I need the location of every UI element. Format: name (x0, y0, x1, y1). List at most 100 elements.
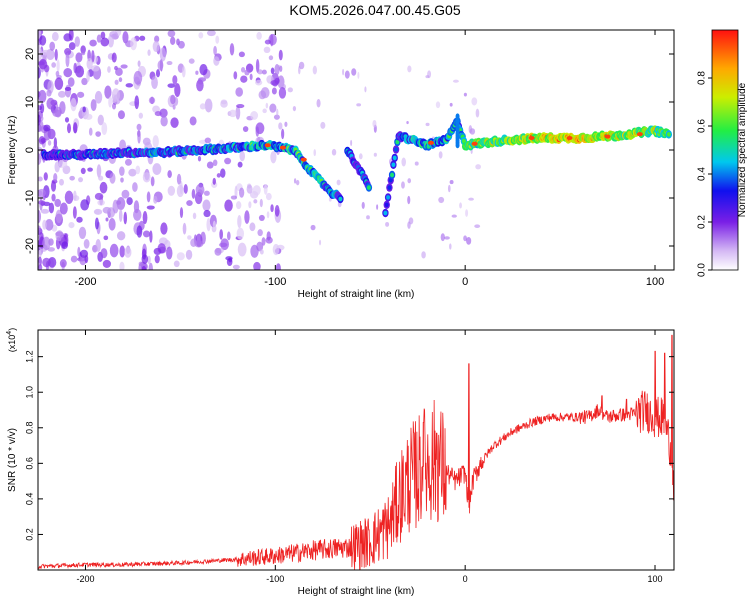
y-tick-label: 10 (24, 96, 36, 108)
noise-blob (95, 131, 101, 137)
y-tick-label: 0 (24, 147, 36, 153)
noise-blob (109, 243, 119, 258)
noise-blob (159, 108, 168, 118)
noise-blob (196, 79, 204, 92)
noise-blob (320, 121, 326, 129)
noise-blob (136, 225, 143, 238)
noise-blob (108, 96, 113, 108)
y-multiplier-exponent: 4 (6, 331, 13, 335)
noise-blob (38, 142, 41, 148)
ridge-core (666, 132, 671, 137)
noise-blob (81, 77, 88, 86)
noise-blob (42, 257, 51, 268)
noise-blob (249, 73, 253, 81)
noise-blob (146, 191, 151, 203)
noise-blob (351, 68, 357, 76)
colorbar-tick-label: 0.8 (697, 71, 708, 85)
noise-blob (122, 31, 129, 44)
y-tick-label: 1.2 (24, 350, 34, 363)
noise-blob (176, 252, 185, 261)
noise-blob (246, 184, 253, 194)
noise-blob (43, 172, 48, 181)
noise-blob (75, 52, 83, 63)
noise-blob (38, 30, 41, 39)
noise-blob (253, 261, 261, 270)
x-tick-label: -100 (264, 276, 286, 288)
noise-blob (139, 35, 146, 41)
noise-blob (198, 77, 207, 82)
noise-blob (357, 71, 360, 79)
ridge-peak (566, 136, 573, 140)
ridge-core (383, 210, 388, 216)
noise-blob (249, 222, 256, 232)
noise-blob (310, 224, 316, 231)
noise-blob (44, 219, 54, 231)
noise-blob (250, 111, 259, 120)
noise-blob (449, 102, 453, 107)
noise-blob (407, 178, 412, 184)
noise-blob (75, 65, 85, 78)
noise-blob (438, 196, 445, 204)
noise-blob (451, 214, 457, 218)
noise-blob (236, 103, 245, 109)
noise-blob (187, 235, 192, 240)
noise-blob (68, 42, 76, 51)
noise-blob (465, 209, 469, 217)
noise-blob (206, 161, 214, 169)
noise-blob (114, 79, 119, 85)
noise-blob (177, 40, 185, 49)
noise-blob (124, 246, 132, 258)
noise-blob (119, 261, 125, 270)
noise-blob (425, 75, 430, 79)
noise-blob (91, 50, 95, 63)
noise-blob (160, 115, 168, 127)
noise-blob (224, 157, 232, 165)
noise-blob (64, 86, 72, 91)
x-tick-label: -100 (266, 574, 284, 584)
noise-blob (438, 151, 443, 159)
y-multiplier-base: (x10 (7, 335, 17, 353)
ridge-peak (604, 134, 611, 139)
noise-blob (220, 168, 226, 178)
noise-blob (167, 185, 176, 196)
noise-blob (248, 201, 252, 209)
noise-blob (237, 214, 242, 229)
noise-blob (284, 121, 288, 127)
noise-blob (331, 148, 337, 156)
noise-blob (167, 170, 172, 179)
y-tick-label: -20 (24, 238, 36, 254)
noise-blob (268, 55, 274, 61)
noise-blob (141, 254, 149, 264)
noise-blob (189, 116, 197, 126)
noise-blob (147, 255, 151, 265)
noise-blob (150, 176, 155, 187)
noise-blob (97, 199, 105, 206)
noise-blob (316, 99, 321, 108)
noise-blob (238, 51, 245, 58)
noise-blob (468, 197, 474, 201)
noise-blob (39, 35, 47, 46)
noise-blob (272, 243, 280, 256)
noise-blob (264, 39, 271, 45)
noise-blob (170, 36, 176, 45)
noise-blob (94, 217, 99, 230)
noise-blob (152, 40, 160, 53)
ridge-core (384, 202, 389, 208)
y-tick-label: 0.8 (24, 422, 34, 435)
noise-blob (195, 70, 199, 75)
noise-blob (49, 41, 56, 51)
y-tick-label: 0.4 (24, 493, 34, 506)
noise-blob (107, 34, 114, 48)
noise-blob (128, 168, 137, 177)
noise-blob (252, 185, 261, 196)
y-tick-label: 0.6 (24, 457, 34, 470)
noise-blob (356, 103, 362, 107)
noise-blob (64, 48, 72, 56)
noise-blob (471, 97, 478, 106)
noise-blob (111, 52, 117, 63)
noise-blob (358, 153, 363, 160)
noise-blob (57, 90, 66, 98)
noise-blob (109, 172, 116, 184)
noise-blob (148, 97, 156, 104)
